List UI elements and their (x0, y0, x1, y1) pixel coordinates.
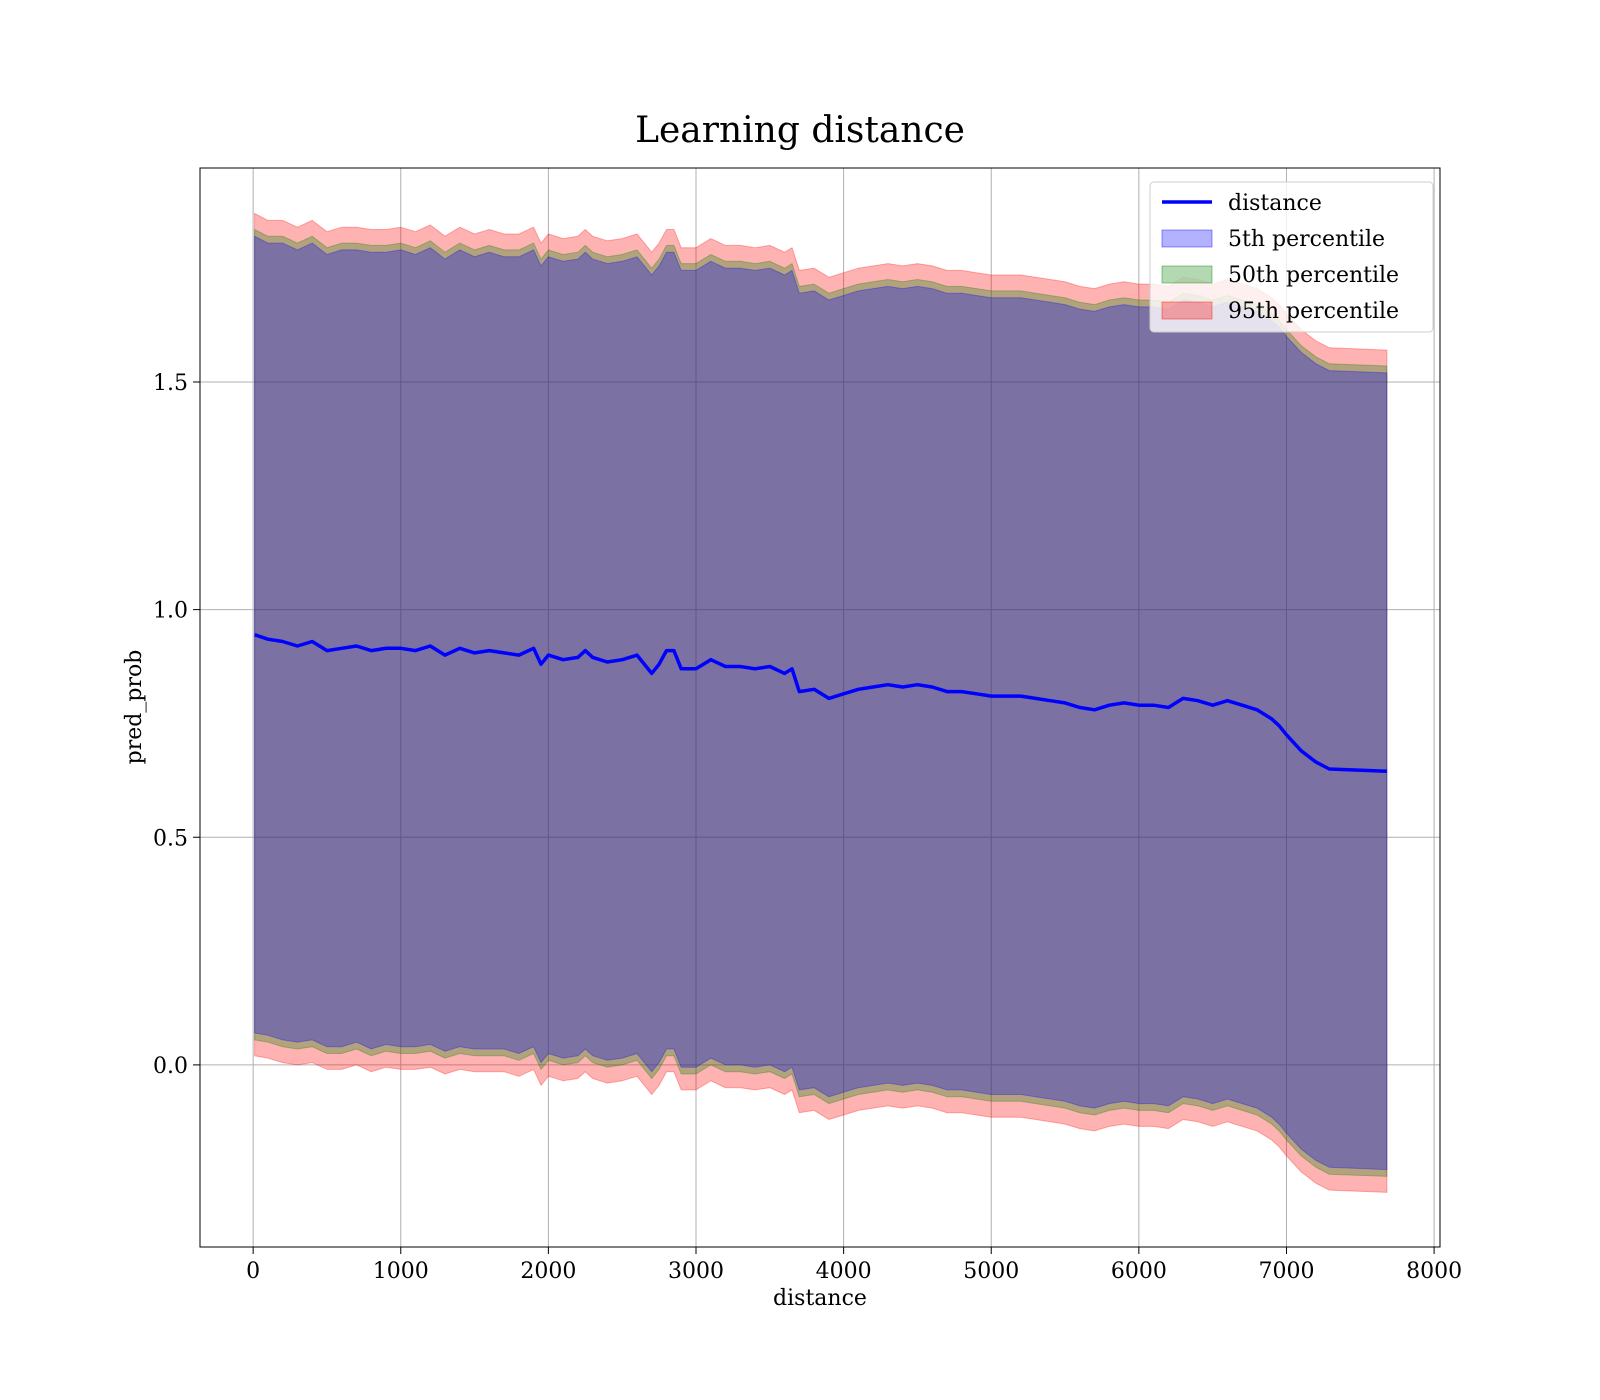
percentile-bands (254, 212, 1388, 1193)
y-tick-label: 1.0 (153, 599, 188, 624)
x-tick-label: 2000 (520, 1259, 576, 1284)
5th-percentile-band (254, 235, 1388, 1171)
x-tick-label: 6000 (1111, 1259, 1167, 1284)
chart-title: Learning distance (635, 110, 965, 151)
distance-line (254, 633, 1387, 773)
y-tick-label: 1.5 (153, 371, 188, 396)
distance-line-layer (254, 633, 1387, 773)
50th-percentile-band (254, 228, 1388, 1177)
x-tick-label: 0 (246, 1259, 260, 1284)
y-axis-label: pred_prob (122, 650, 147, 765)
grid-layer (200, 168, 1440, 1247)
95th-percentile-band (254, 212, 1388, 1193)
legend-band-swatch (1161, 229, 1213, 248)
legend: distance 5th percentile 50th percentile 95t… (1149, 181, 1434, 333)
x-axis-label: distance (773, 1286, 867, 1311)
legend-band-swatch (1161, 265, 1213, 284)
x-tick-label: 7000 (1258, 1259, 1314, 1284)
legend-box (1149, 181, 1434, 333)
legend-band-swatch (1161, 301, 1213, 320)
x-tick-label: 1000 (373, 1259, 429, 1284)
plot-frame (199, 167, 1441, 1248)
legend-label: 95th percentile (1228, 299, 1399, 324)
x-tick-label: 8000 (1406, 1259, 1462, 1284)
legend-label: 5th percentile (1228, 227, 1385, 252)
legend-label: distance (1228, 191, 1322, 216)
y-axis: 0.0 0.5 1.0 1.5 (153, 371, 200, 1079)
x-tick-label: 3000 (668, 1259, 724, 1284)
x-tick-label: 4000 (816, 1259, 872, 1284)
y-tick-label: 0.5 (153, 826, 188, 851)
legend-label: 50th percentile (1228, 263, 1399, 288)
y-tick-label: 0.0 (153, 1054, 188, 1079)
x-tick-label: 5000 (963, 1259, 1019, 1284)
x-axis: 0 1000 2000 3000 4000 5000 6000 7000 8000 (246, 1247, 1462, 1284)
